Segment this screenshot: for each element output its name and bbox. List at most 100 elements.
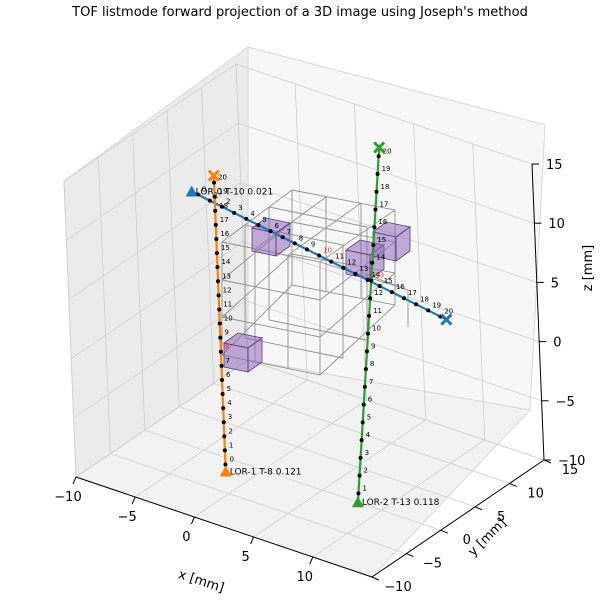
lor-end-marker bbox=[373, 141, 386, 154]
tof-bin-label: 17 bbox=[408, 289, 417, 297]
y-tick-label: 5 bbox=[497, 510, 505, 525]
grid-line bbox=[413, 123, 426, 421]
tof-bin-label: 3 bbox=[228, 413, 232, 421]
tof-bin-center bbox=[359, 438, 364, 443]
tof-bin-label: 9 bbox=[311, 240, 315, 248]
tof-bin-center bbox=[213, 222, 218, 227]
tof-bin-label: 5 bbox=[227, 385, 231, 393]
x-tick-label: −10 bbox=[54, 490, 81, 505]
grid-line bbox=[201, 87, 214, 384]
x-tick-mark bbox=[309, 556, 314, 565]
tof-bin-label: 20 bbox=[218, 174, 227, 182]
grid-line bbox=[312, 439, 486, 558]
grid-line bbox=[253, 419, 426, 538]
tof-bin-label: 12 bbox=[347, 259, 356, 267]
lor-annotation: LOR-1 T-8 0.121 bbox=[230, 468, 302, 478]
tof-bin-center bbox=[213, 208, 218, 213]
grid-line bbox=[194, 399, 367, 518]
tof-bin-center bbox=[217, 321, 222, 326]
tof-bin-center bbox=[373, 207, 378, 212]
tof-bin-center bbox=[214, 236, 219, 241]
tof-bin-label: 12 bbox=[374, 289, 383, 297]
y-tick-label: −10 bbox=[384, 580, 411, 595]
tof-bin-label: 18 bbox=[381, 183, 390, 191]
tof-bin-label: 2 bbox=[226, 198, 230, 206]
tof-bin-center bbox=[207, 198, 212, 203]
tof-bin-label: 10 bbox=[323, 247, 332, 255]
tof-bin-center bbox=[368, 296, 373, 301]
y-tick-mark bbox=[475, 506, 483, 511]
tof-bin-label: 18 bbox=[420, 295, 429, 303]
voxel-lor1 bbox=[223, 332, 263, 373]
tof-bin-label: 14 bbox=[372, 271, 381, 279]
tof-bin-label: 15 bbox=[384, 277, 393, 285]
voxel-line bbox=[319, 272, 396, 338]
tof-bin-label: 3 bbox=[238, 204, 242, 212]
tof-bin-label: 9 bbox=[224, 329, 228, 337]
tof-bin-label: 4 bbox=[366, 431, 371, 439]
tof-bin-center bbox=[360, 420, 365, 425]
tof-bin-center bbox=[353, 271, 358, 276]
tof-bin-label: 1 bbox=[362, 484, 366, 492]
tof-bin-label: 11 bbox=[373, 307, 382, 315]
tof-bin-center bbox=[220, 204, 225, 209]
lor-start-marker bbox=[185, 185, 198, 197]
grid-line bbox=[63, 63, 237, 182]
voxel-line bbox=[221, 189, 293, 243]
tof-bin-center bbox=[218, 335, 223, 340]
z-tick-label: 5 bbox=[551, 276, 559, 291]
tof-bin-label: 5 bbox=[367, 413, 371, 421]
tof-bin-label: 6 bbox=[226, 371, 231, 379]
voxel-lor2 bbox=[372, 221, 411, 262]
tof-bin-center bbox=[304, 247, 309, 252]
grid-line bbox=[75, 359, 249, 478]
grid-line bbox=[294, 83, 308, 381]
tof-bin-label: 8 bbox=[225, 343, 229, 351]
tof-bin-label: 19 bbox=[382, 165, 391, 173]
tof-bin-center bbox=[426, 308, 431, 313]
tof-bin-center bbox=[367, 313, 372, 318]
lor-start-marker bbox=[351, 496, 364, 508]
x-tick-label: 10 bbox=[297, 570, 314, 585]
tof-bin-label: 4 bbox=[227, 399, 232, 407]
tof-bin-center bbox=[362, 384, 367, 389]
voxel-line bbox=[319, 209, 396, 263]
tof-bin-label: 20 bbox=[383, 147, 392, 155]
lor-end-marker-stroke bbox=[207, 169, 220, 182]
tof-bin-label: 2 bbox=[364, 467, 368, 475]
tof-bin-center bbox=[222, 434, 227, 439]
x-tick-label: 0 bbox=[182, 530, 190, 545]
tof-bin-center bbox=[377, 284, 382, 289]
grid-line bbox=[134, 379, 308, 498]
grid-line bbox=[238, 122, 535, 224]
tof-bin-center bbox=[374, 189, 379, 194]
axis-lines bbox=[75, 163, 545, 578]
tof-bin-center bbox=[280, 235, 285, 240]
tof-bin-center bbox=[232, 210, 237, 215]
tof-bin-center bbox=[220, 392, 225, 397]
tof-bin-label: 12 bbox=[223, 286, 232, 294]
y-axis-label: y [mm] bbox=[465, 515, 509, 559]
tof-bin-label: 7 bbox=[369, 378, 373, 386]
z-axis-label: z [mm] bbox=[581, 245, 596, 291]
voxel-line bbox=[221, 316, 321, 338]
y-tick-label: 15 bbox=[562, 463, 579, 478]
tof-bin-label: 0 bbox=[229, 456, 233, 464]
tof-bin-label: 10 bbox=[224, 315, 233, 323]
grid-line bbox=[73, 300, 246, 419]
x-tick-mark bbox=[190, 516, 195, 525]
tof-bin-label: 6 bbox=[368, 396, 373, 404]
x-axis-line bbox=[75, 476, 373, 578]
tof-bin-center bbox=[366, 331, 371, 336]
tof-bin-label: 5 bbox=[262, 216, 266, 224]
tof-bin-center bbox=[268, 229, 273, 234]
tof-bin-center bbox=[216, 293, 221, 298]
tof-bin-label: 8 bbox=[370, 360, 374, 368]
tof-bin-center bbox=[212, 194, 217, 199]
voxel-line bbox=[221, 253, 293, 318]
tof-bin-center bbox=[329, 259, 334, 264]
tof-bin-center bbox=[221, 420, 226, 425]
